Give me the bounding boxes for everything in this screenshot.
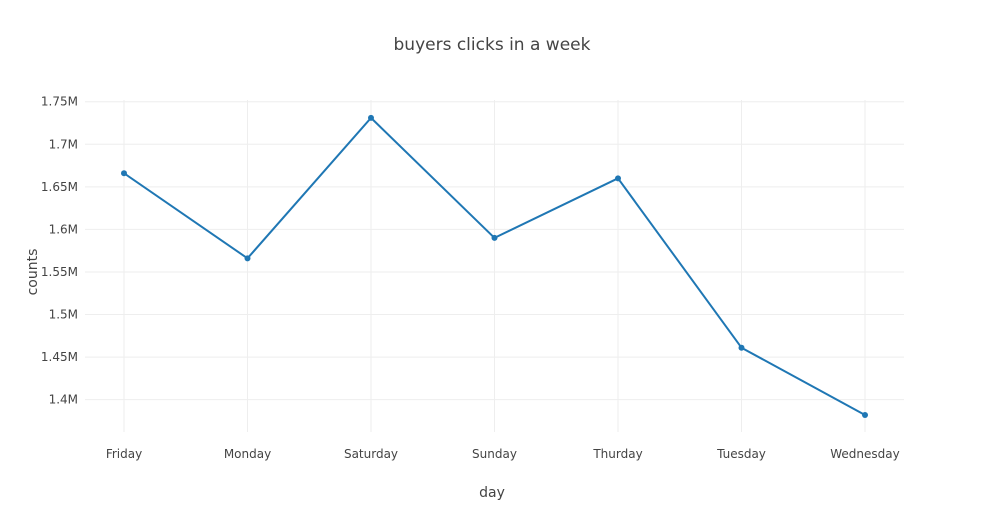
data-point[interactable] [368, 114, 374, 121]
data-point[interactable] [244, 255, 251, 262]
y-tick-label: 1.6M [49, 222, 78, 236]
y-tick-label: 1.5M [49, 308, 78, 322]
x-tick-label: Saturday [344, 447, 398, 461]
y-tick-label: 1.75M [41, 95, 78, 109]
y-axis-title: counts [25, 249, 41, 296]
x-tick-label: Friday [106, 447, 142, 461]
data-point[interactable] [491, 234, 498, 241]
y-axis-ticks: 1.4M 1.45M 1.5M 1.55M 1.6M 1.65M 1.7M 1.75M [41, 95, 78, 407]
data-point[interactable] [615, 175, 621, 182]
y-tick-label: 1.4M [49, 393, 78, 407]
x-tick-label: Tuesday [716, 447, 766, 461]
x-grid [123, 100, 866, 432]
series-layer [121, 114, 868, 418]
y-tick-label: 1.65M [41, 180, 78, 194]
chart-title: buyers clicks in a week [394, 35, 591, 55]
y-tick-label: 1.7M [49, 137, 78, 151]
x-tick-label: Thurday [592, 447, 642, 461]
x-tick-label: Sunday [472, 447, 517, 461]
data-point[interactable] [121, 170, 127, 177]
y-tick-label: 1.55M [41, 265, 78, 279]
x-tick-label: Wednesday [830, 447, 899, 461]
data-point[interactable] [862, 411, 868, 418]
y-grid [85, 101, 904, 401]
y-tick-label: 1.45M [41, 350, 78, 364]
x-axis-title: day [479, 485, 505, 501]
x-axis-ticks: Friday Monday Saturday Sunday Thurday Tuesday… [106, 447, 900, 461]
x-tick-label: Monday [224, 447, 271, 461]
data-point[interactable] [738, 344, 745, 351]
